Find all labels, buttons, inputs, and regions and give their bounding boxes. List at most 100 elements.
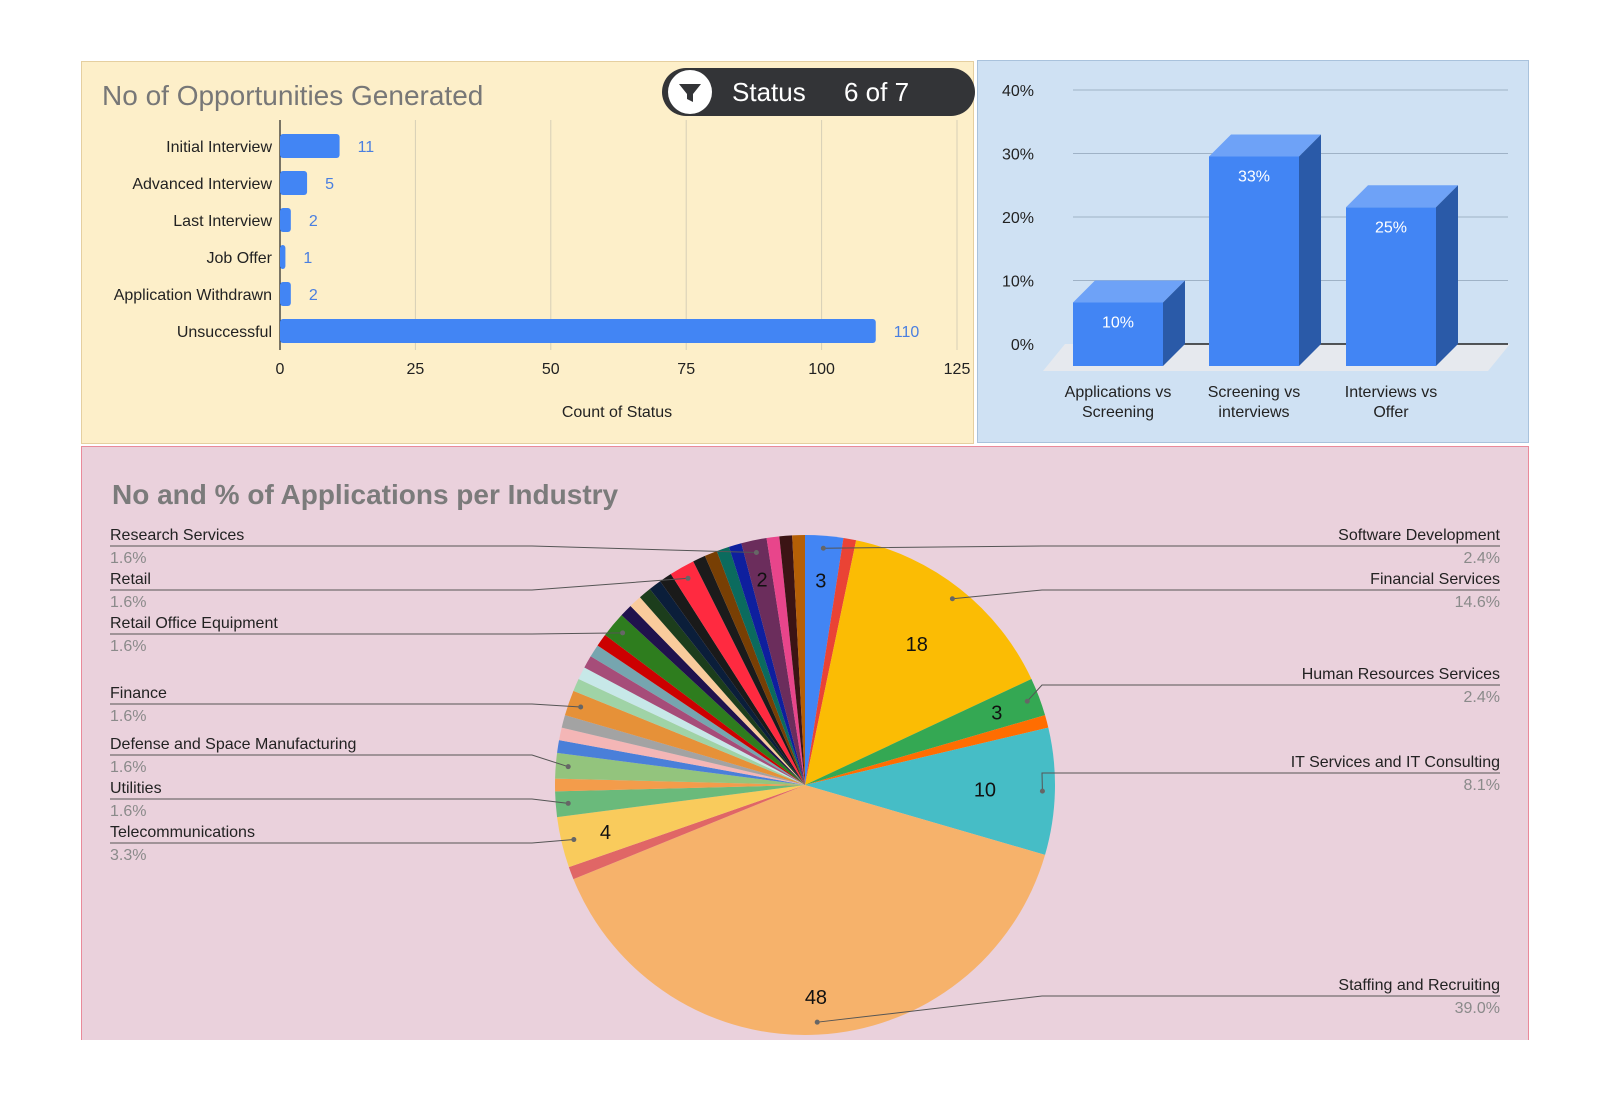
legend-leader-line <box>110 754 569 768</box>
filter-icon[interactable] <box>668 70 712 114</box>
x-category-label: Screening <box>1082 404 1154 421</box>
legend-label-software-development: Software Development <box>1338 527 1500 544</box>
pie-slice <box>660 574 805 785</box>
x-tick-label: 125 <box>944 361 971 378</box>
bar-last-interview <box>280 208 291 232</box>
legend-leader-line <box>110 798 569 804</box>
bar-chart-title: No of Opportunities Generated <box>102 80 484 111</box>
y-category-label: Initial Interview <box>166 139 272 156</box>
y-tick-label: 30% <box>1002 147 1034 164</box>
pie-slice-retail <box>670 561 805 785</box>
legend-leader-line <box>110 577 689 591</box>
bar-application-withdrawn <box>280 282 291 306</box>
pie-slice-telecommunications <box>557 785 805 868</box>
pie-slice-utilities <box>555 785 805 818</box>
legend-leader-line <box>110 839 574 844</box>
legend-leader-line <box>1026 684 1500 702</box>
y-category-label: Unsuccessful <box>177 324 272 341</box>
pie-slice <box>557 740 805 785</box>
legend-anchor-dot <box>820 545 826 551</box>
pie-slice <box>766 536 805 785</box>
legend-label-telecommunications: Telecommunications <box>110 824 255 841</box>
legend-leader-line <box>1041 772 1500 792</box>
column-value-label: 25% <box>1375 219 1407 236</box>
pie-slice-financial-services <box>805 540 1032 785</box>
x-category-label: Screening vs <box>1208 384 1301 401</box>
pie-slice <box>693 555 805 785</box>
bar-value-label: 110 <box>894 324 920 341</box>
legend-percent: 8.1% <box>1464 777 1500 794</box>
column-value-label: 33% <box>1238 168 1270 185</box>
legend-anchor-dot <box>814 1019 820 1025</box>
x-axis-title: Count of Status <box>562 404 672 421</box>
pie-slice <box>555 778 805 792</box>
legend-leader-line <box>817 995 1500 1023</box>
column-top <box>1346 185 1458 208</box>
bar-initial-interview <box>280 134 340 158</box>
pie-slice <box>805 715 1049 785</box>
legend-leader-line <box>110 545 757 554</box>
pie-slice <box>561 715 805 785</box>
column-front <box>1209 156 1299 366</box>
pie-slice-defense-and-space-manufacturing <box>555 752 805 785</box>
legend-anchor-dot <box>753 550 759 556</box>
legend-percent: 1.6% <box>110 708 146 725</box>
pie-slice <box>573 679 805 785</box>
y-tick-label: 40% <box>1002 83 1034 100</box>
opportunities-panel: No of Opportunities Generated Status 6 o… <box>81 61 975 444</box>
legend-label-finance: Finance <box>110 685 167 702</box>
y-tick-label: 20% <box>1002 210 1034 227</box>
legend-percent: 39.0% <box>1455 1000 1500 1017</box>
pie-value-label: 3 <box>815 571 826 593</box>
legend-label-research-services: Research Services <box>110 527 244 544</box>
column-side <box>1436 185 1458 366</box>
column-front <box>1346 207 1436 366</box>
bar-value-label: 11 <box>358 139 375 156</box>
y-category-label: Last Interview <box>173 213 272 230</box>
y-category-label: Advanced Interview <box>132 176 272 193</box>
pie-slice <box>704 551 805 785</box>
pie-slice <box>559 727 805 785</box>
pie-slice-staffing-and-recruiting <box>573 785 1046 1035</box>
pie-value-label: 3 <box>991 703 1002 725</box>
pie-slice-research-services <box>741 537 805 785</box>
legend-label-retail-office-equipment: Retail Office Equipment <box>110 615 278 632</box>
legend-anchor-dot <box>578 704 584 710</box>
legend-percent: 1.6% <box>110 550 146 567</box>
industry-panel: No and % of Applications per Industry 3 1… <box>81 446 1529 1040</box>
pie-value-label: 4 <box>600 822 611 844</box>
legend-percent: 3.3% <box>110 847 146 864</box>
legend-anchor-dot <box>565 800 571 806</box>
filter-count: 6 of 7 <box>844 77 910 107</box>
status-filter-chip[interactable]: Status 6 of 7 <box>662 68 975 116</box>
x-tick-label: 100 <box>808 361 835 378</box>
industry-pie-chart: 3 18 3 10 48 4 2 Research Services 1.6% Retail 1.6… <box>110 527 1501 1035</box>
pie-slice <box>779 535 805 785</box>
bar-value-label: 2 <box>309 287 318 304</box>
bar-value-label: 2 <box>309 213 318 230</box>
y-category-label: Application Withdrawn <box>114 287 272 304</box>
legend-label-defense-and-space-manufacturing: Defense and Space Manufacturing <box>110 736 356 753</box>
legend-anchor-dot <box>1024 698 1030 704</box>
pie-slice <box>639 588 805 785</box>
pie-slice-retail-office-equipment <box>605 615 805 785</box>
pie-slice <box>649 581 805 785</box>
legend-label-staffing-and-recruiting: Staffing and Recruiting <box>1338 977 1500 994</box>
pie-slice <box>568 785 805 880</box>
legend-leader-line <box>110 632 623 635</box>
x-category-label: interviews <box>1218 404 1289 421</box>
legend-percent: 14.6% <box>1455 594 1500 611</box>
legend-label-retail: Retail <box>110 571 151 588</box>
pie-slice-finance <box>564 690 805 785</box>
pie-slice-human-resources-services <box>805 679 1046 785</box>
pie-slice-software-development <box>805 535 844 785</box>
bar-value-label: 1 <box>303 250 312 267</box>
legend-anchor-dot <box>949 596 955 602</box>
pie-slice <box>584 656 805 785</box>
legend-label-it-services-and-it-consulting: IT Services and IT Consulting <box>1291 754 1500 771</box>
column-value-label: 10% <box>1102 315 1134 332</box>
bar-value-label: 5 <box>325 176 334 193</box>
legend-percent: 1.6% <box>110 594 146 611</box>
column-front <box>1073 302 1163 366</box>
column-side <box>1299 134 1321 366</box>
